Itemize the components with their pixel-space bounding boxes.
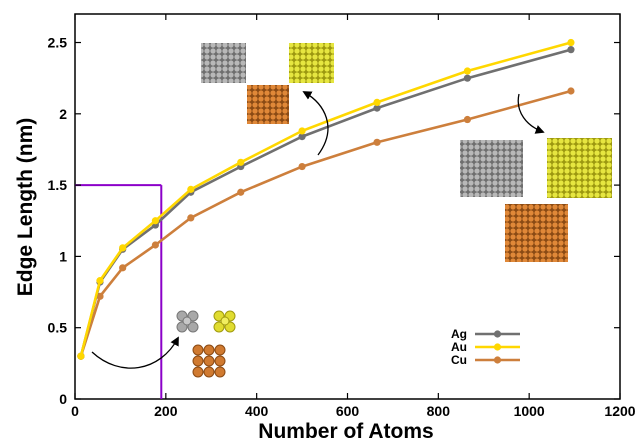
data-point-au xyxy=(187,185,195,193)
plot-area: 0 200 400 600 800 1000 1200 0 0.5 1 1.5 2 2.5 xyxy=(48,13,636,419)
legend-marker-au xyxy=(493,343,502,351)
data-point-au xyxy=(237,158,245,166)
au-cluster-image xyxy=(289,43,334,83)
ag-small-cluster-image xyxy=(176,310,199,333)
data-point-cu xyxy=(119,264,127,272)
x-tick-label: 800 xyxy=(427,403,451,419)
y-axis-title: Edge Length (nm) xyxy=(14,118,37,296)
series-line-ag xyxy=(79,48,572,357)
small-cluster-arrow xyxy=(91,336,179,369)
legend-label-au: Au xyxy=(451,340,467,354)
legend-label-ag: Ag xyxy=(451,327,467,341)
x-tick-label: 200 xyxy=(154,403,178,419)
data-point-au xyxy=(119,244,127,252)
series-layer xyxy=(77,38,575,360)
series-line-au xyxy=(79,41,572,357)
data-point-cu xyxy=(567,87,575,95)
data-point-ag xyxy=(298,133,306,141)
data-point-ag xyxy=(373,104,381,112)
data-point-au xyxy=(151,217,159,225)
medium-cluster-arrow xyxy=(302,91,329,156)
data-point-cu xyxy=(96,292,104,300)
x-tick-label: 400 xyxy=(245,403,269,419)
legend-label-cu: Cu xyxy=(451,353,467,367)
data-point-cu xyxy=(298,162,306,171)
y-tick-label: 0 xyxy=(59,391,67,407)
x-tick-label: 1000 xyxy=(514,403,545,419)
data-point-au xyxy=(77,352,85,360)
au-large-cluster-image xyxy=(547,138,612,198)
data-point-au xyxy=(373,98,381,107)
data-point-cu xyxy=(463,115,471,124)
y-tick-label: 1 xyxy=(59,248,67,264)
series-ag xyxy=(77,46,575,360)
data-point-cu xyxy=(237,188,245,196)
axis-ticks: 0 200 400 600 800 1000 1200 0 0.5 1 1.5 2 2.5 xyxy=(48,14,636,419)
data-point-au xyxy=(567,38,575,47)
data-point-cu xyxy=(151,241,159,249)
ag-cluster-image xyxy=(201,43,246,83)
data-point-cu xyxy=(187,214,195,222)
y-tick-label: 1.5 xyxy=(48,177,68,193)
x-tick-label: 0 xyxy=(71,403,79,419)
legend-marker-cu xyxy=(493,356,502,364)
x-tick-label: 600 xyxy=(336,403,360,419)
data-point-au xyxy=(96,277,104,285)
data-point-cu xyxy=(373,138,381,146)
series-au xyxy=(77,38,575,360)
ag-large-cluster-image xyxy=(460,140,523,197)
data-point-au xyxy=(463,67,471,75)
x-axis-title: Number of Atoms xyxy=(258,420,433,443)
y-tick-label: 2.5 xyxy=(48,35,68,51)
data-point-ag xyxy=(463,74,471,82)
data-point-au xyxy=(298,127,306,135)
legend-marker-ag xyxy=(493,330,502,338)
cu-large-cluster-image xyxy=(505,204,568,262)
series-line-cu xyxy=(79,89,572,357)
cu-cluster-image xyxy=(247,85,289,124)
large-cluster-arrow xyxy=(517,93,545,134)
au-small-cluster-image xyxy=(213,310,236,333)
cu-small-cluster-image xyxy=(192,344,226,378)
y-tick-label: 0.5 xyxy=(48,320,68,336)
x-tick-label: 1200 xyxy=(604,403,635,419)
data-point-ag xyxy=(567,46,575,54)
y-tick-label: 2 xyxy=(59,106,67,122)
cluster-illustrations xyxy=(91,43,612,378)
